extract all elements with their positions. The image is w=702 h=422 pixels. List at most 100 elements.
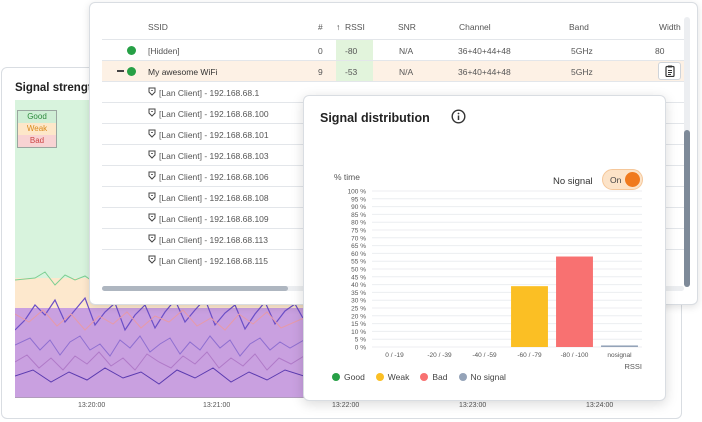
y-tick-label: 40 % xyxy=(351,282,366,289)
time-tick: 13:21:00 xyxy=(203,402,231,409)
legend-weak-label: Weak xyxy=(387,372,410,382)
legend-bad-label: Bad xyxy=(432,372,448,382)
col-band-header[interactable]: Band xyxy=(569,22,589,32)
client-label: [Lan Client] - 192.168.68.113 xyxy=(159,235,269,245)
col-snr-header[interactable]: SNR xyxy=(398,22,416,32)
num-cell: 9 xyxy=(318,67,323,77)
y-tick-label: 35 % xyxy=(351,290,366,297)
y-tick-label: 10 % xyxy=(351,329,366,336)
legend-item-weak: Weak xyxy=(375,372,410,382)
bar--80-100 xyxy=(556,256,593,347)
clipboard-button[interactable] xyxy=(658,62,681,80)
lan-shield-icon xyxy=(148,150,156,159)
trace-4 xyxy=(15,309,304,331)
rssi-value: -80 xyxy=(345,46,358,56)
bar--60-79 xyxy=(511,286,548,347)
time-tick: 13:23:00 xyxy=(459,402,487,409)
x-tick-label: -60 / -79 xyxy=(517,352,542,359)
signal-distribution-title: Signal distribution xyxy=(320,111,430,125)
lan-shield-icon xyxy=(148,213,156,222)
y-axis-label: % time xyxy=(334,172,360,182)
table-row-my-awesome-wifi[interactable]: My awesome WiFi 9 -53 N/A 36+40+44+48 5G… xyxy=(102,60,686,82)
snr-cell: N/A xyxy=(399,67,414,77)
client-label: [Lan Client] - 192.168.68.108 xyxy=(159,193,269,203)
trace-1 xyxy=(15,296,304,332)
ssid-cell: My awesome WiFi xyxy=(148,67,218,77)
legend-bad: Bad xyxy=(18,135,56,147)
x-tick-label: -20 / -39 xyxy=(427,352,452,359)
vertical-scroll-thumb[interactable] xyxy=(684,130,690,287)
no-signal-toggle[interactable]: On xyxy=(602,169,643,190)
col-num-header[interactable]: # xyxy=(318,22,323,32)
x-tick-label: -40 / -59 xyxy=(472,352,497,359)
lan-shield-icon xyxy=(148,192,156,201)
nosignal-swatch xyxy=(458,373,467,381)
col-width-header[interactable]: Width xyxy=(659,22,681,32)
signal-distribution-panel: Signal distribution % time 0 % 5 % 10 % 15 %… xyxy=(303,95,666,401)
legend-item-nosignal: No signal xyxy=(458,372,506,382)
y-tick-label: 25 % xyxy=(351,306,366,313)
x-tick-label: -80 / -100 xyxy=(561,352,589,359)
col-channel-header[interactable]: Channel xyxy=(459,22,491,32)
col-rssi-header[interactable]: RSSI xyxy=(345,22,365,32)
band-cell: 5GHz xyxy=(571,46,593,56)
client-label: [Lan Client] - 192.168.68.101 xyxy=(159,130,269,140)
status-dot-good xyxy=(127,46,136,55)
y-tick-label: 0 % xyxy=(355,345,366,352)
x-axis-label: RSSI xyxy=(624,362,642,371)
rssi-cell: -53 xyxy=(336,61,373,82)
y-tick-label: 100 % xyxy=(348,189,367,196)
y-tick-label: 85 % xyxy=(351,212,366,219)
collapse-icon[interactable] xyxy=(117,70,124,72)
y-tick-label: 15 % xyxy=(351,321,366,328)
y-tick-label: 20 % xyxy=(351,313,366,320)
lan-shield-icon xyxy=(148,255,156,264)
client-label: [Lan Client] - 192.168.68.109 xyxy=(159,214,269,224)
legend-weak: Weak xyxy=(18,123,56,135)
lan-shield-icon xyxy=(148,108,156,117)
table-row-hidden[interactable]: [Hidden] 0 -80 N/A 36+40+44+48 5GHz 80 xyxy=(102,39,686,61)
trace-3 xyxy=(15,351,304,371)
legend-item-good: Good xyxy=(332,372,365,382)
table-header: SSID # ↑ RSSI SNR Channel Band Width xyxy=(102,17,686,39)
bad-swatch xyxy=(420,373,429,381)
signal-strength-title: Signal strengt xyxy=(15,82,92,94)
width-cell: 80 xyxy=(655,46,665,56)
legend-good: Good xyxy=(18,111,56,123)
y-tick-label: 65 % xyxy=(351,243,366,250)
status-dot-good xyxy=(127,67,136,76)
legend-nosignal-label: No signal xyxy=(470,372,506,382)
col-ssid-header[interactable]: SSID xyxy=(148,22,168,32)
y-tick-label: 60 % xyxy=(351,251,366,258)
trace-2 xyxy=(15,335,304,357)
time-tick: 13:22:00 xyxy=(332,402,360,409)
y-tick-label: 5 % xyxy=(355,337,366,344)
y-tick-label: 55 % xyxy=(351,259,366,266)
time-tick: 13:20:00 xyxy=(78,402,106,409)
toggle-state-label: On xyxy=(610,175,622,185)
distribution-legend: Good Weak Bad No signal xyxy=(332,372,506,382)
x-tick-label: nosignal xyxy=(607,352,632,359)
good-swatch xyxy=(332,373,340,381)
bar-nosignal xyxy=(601,345,638,347)
no-signal-label: No signal xyxy=(553,176,593,187)
y-tick-label: 95 % xyxy=(351,196,366,203)
sort-arrow-icon[interactable]: ↑ xyxy=(336,22,341,32)
x-tick-label: 0 / -19 xyxy=(385,352,404,359)
legend-good-label: Good xyxy=(344,372,365,382)
toggle-knob[interactable] xyxy=(625,172,640,187)
channel-cell: 36+40+44+48 xyxy=(458,46,511,56)
vertical-scrollbar[interactable] xyxy=(684,17,690,287)
rssi-cell: -80 xyxy=(336,40,373,61)
info-icon[interactable] xyxy=(451,109,466,124)
y-tick-label: 80 % xyxy=(351,220,366,227)
y-tick-label: 70 % xyxy=(351,235,366,242)
time-tick: 13:24:00 xyxy=(586,402,614,409)
lan-shield-icon xyxy=(148,129,156,138)
lan-shield-icon xyxy=(148,87,156,96)
y-tick-label: 75 % xyxy=(351,228,366,235)
horizontal-scroll-thumb[interactable] xyxy=(102,286,288,291)
table-row-client[interactable]: [Lan Client] - 192.168.68.1 xyxy=(102,81,686,102)
client-label: [Lan Client] - 192.168.68.115 xyxy=(159,256,269,266)
distribution-chart: % time 0 %5 %10 %15 %20 %25 %30 %35 %40 %… xyxy=(334,172,642,371)
